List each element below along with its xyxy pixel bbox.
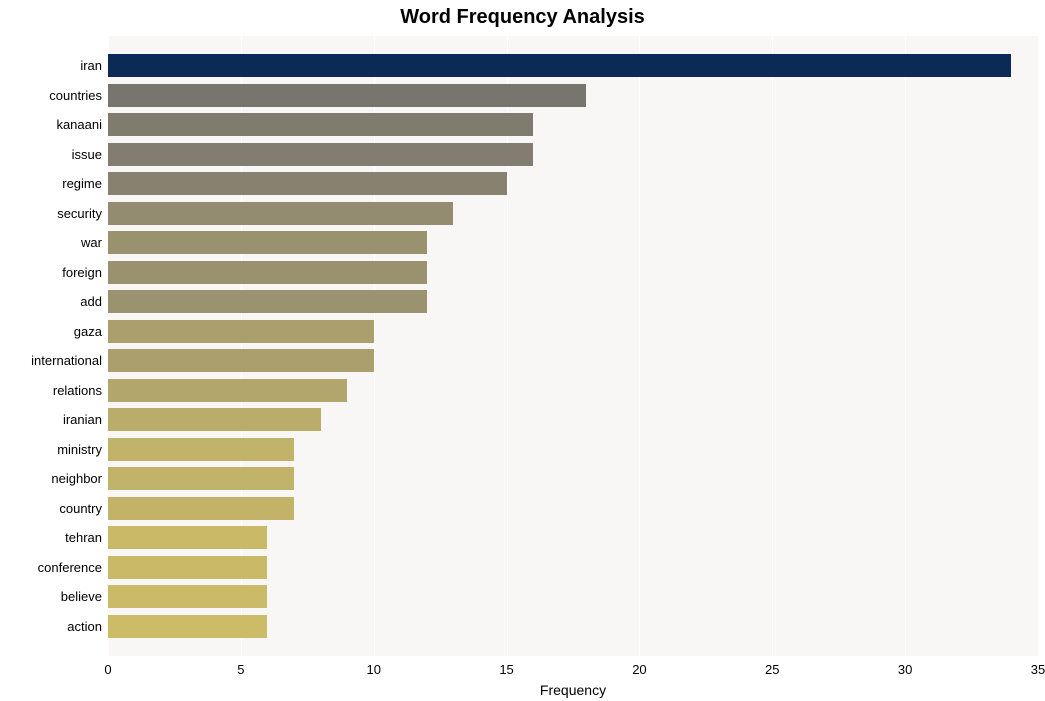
x-tick-label: 15: [499, 662, 513, 677]
gridline: [772, 36, 773, 656]
bar: [108, 113, 533, 136]
y-tick-label: conference: [0, 553, 102, 583]
bar: [108, 556, 267, 579]
bar: [108, 467, 294, 490]
y-tick-label: issue: [0, 139, 102, 169]
bar: [108, 320, 374, 343]
y-tick-label: action: [0, 612, 102, 642]
x-tick-label: 35: [1031, 662, 1045, 677]
bar: [108, 231, 427, 254]
x-tick-label: 30: [898, 662, 912, 677]
y-tick-label: iran: [0, 51, 102, 81]
bar: [108, 172, 507, 195]
bar: [108, 585, 267, 608]
bar: [108, 290, 427, 313]
bar: [108, 497, 294, 520]
bar: [108, 54, 1011, 77]
bar: [108, 143, 533, 166]
y-tick-label: neighbor: [0, 464, 102, 494]
y-tick-label: iranian: [0, 405, 102, 435]
bar: [108, 526, 267, 549]
y-tick-label: kanaani: [0, 110, 102, 140]
bar: [108, 615, 267, 638]
x-tick-label: 10: [366, 662, 380, 677]
gridline: [639, 36, 640, 656]
y-tick-label: country: [0, 494, 102, 524]
y-tick-label: regime: [0, 169, 102, 199]
y-tick-label: ministry: [0, 435, 102, 465]
plot-area: [108, 36, 1038, 656]
y-tick-label: believe: [0, 582, 102, 612]
y-tick-label: security: [0, 198, 102, 228]
gridline: [1038, 36, 1039, 656]
bar: [108, 202, 453, 225]
bar: [108, 84, 586, 107]
gridline: [905, 36, 906, 656]
y-tick-label: relations: [0, 376, 102, 406]
x-tick-label: 0: [104, 662, 111, 677]
x-tick-label: 20: [632, 662, 646, 677]
bar: [108, 438, 294, 461]
y-tick-label: add: [0, 287, 102, 317]
y-tick-label: tehran: [0, 523, 102, 553]
x-axis-title: Frequency: [108, 682, 1038, 698]
bar: [108, 261, 427, 284]
y-tick-label: international: [0, 346, 102, 376]
bar: [108, 408, 321, 431]
bar: [108, 379, 347, 402]
x-tick-label: 5: [237, 662, 244, 677]
y-tick-label: foreign: [0, 257, 102, 287]
bar: [108, 349, 374, 372]
word-frequency-chart: Word Frequency Analysis Frequency 0 5 10 15…: [0, 0, 1045, 701]
x-tick-label: 25: [765, 662, 779, 677]
y-tick-label: war: [0, 228, 102, 258]
chart-title: Word Frequency Analysis: [0, 6, 1045, 29]
y-tick-label: gaza: [0, 316, 102, 346]
y-tick-label: countries: [0, 80, 102, 110]
